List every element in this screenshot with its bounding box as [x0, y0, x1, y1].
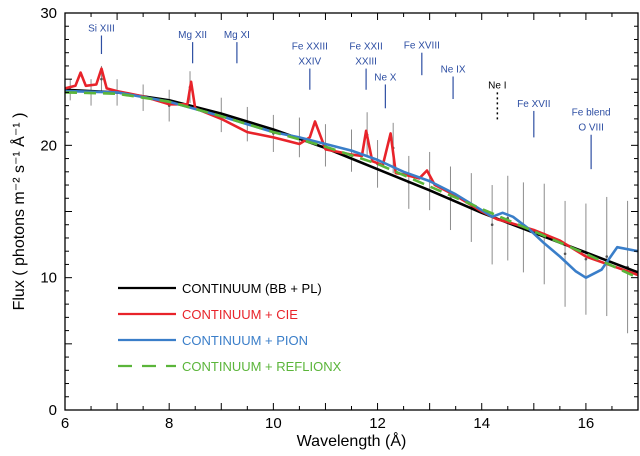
series-line-4 [64, 91, 639, 279]
x-tick-label: 16 [578, 415, 595, 432]
line-label: Fe blend [572, 108, 611, 119]
line-label: Fe XXII [349, 42, 382, 53]
series-line-1 [64, 88, 639, 274]
observed-data-point [605, 255, 609, 258]
line-label: Fe XVIII [404, 41, 440, 52]
line-label: Fe XVII [517, 99, 550, 110]
axis-ticks-group: 6 8 10 12 14 16 0 10 20 30 [40, 5, 639, 432]
y-tick-label: 10 [40, 270, 57, 287]
line-label: Si XIII [88, 23, 115, 34]
line-annotations-group: Si XIII Mg XII Mg XI Fe XXIII XXIV Fe XXII XXI… [88, 23, 611, 170]
x-tick-label: 8 [165, 415, 173, 432]
legend-label: CONTINUUM + REFLIONX [182, 359, 342, 374]
legend-label: CONTINUUM + PION [182, 333, 308, 348]
observed-data-point [584, 257, 588, 261]
x-tick-label: 6 [61, 415, 69, 432]
line-label: Ne I [488, 80, 506, 91]
line-label: XXIII [355, 57, 377, 68]
observed-data-point [490, 223, 494, 227]
model-series-group [64, 67, 639, 280]
legend-label: CONTINUUM (BB + PL) [182, 281, 322, 296]
y-axis-title: Flux ( photons m⁻² s⁻¹ Å⁻¹ ) [9, 113, 28, 311]
x-tick-label: 10 [265, 415, 282, 432]
line-label: Mg XI [224, 30, 250, 41]
observed-data-point [100, 77, 103, 81]
line-label: Fe XXIII [292, 42, 328, 53]
line-label: Ne X [374, 72, 397, 83]
y-tick-label: 20 [40, 137, 57, 154]
x-tick-label: 14 [473, 415, 490, 432]
line-label: Mg XII [178, 30, 207, 41]
legend: CONTINUUM (BB + PL) CONTINUUM + CIE CONTIN… [118, 281, 342, 374]
line-label: O VIII [578, 123, 604, 134]
legend-label: CONTINUUM + CIE [182, 307, 298, 322]
y-tick-label: 30 [40, 5, 57, 22]
line-label: Ne IX [441, 65, 466, 76]
x-tick-label: 12 [369, 415, 386, 432]
series-line-3 [64, 89, 639, 280]
line-label: XXIV [298, 57, 321, 68]
y-tick-label: 0 [49, 402, 57, 419]
plot-frame [64, 12, 639, 411]
x-axis-title: Wavelength (Å) [297, 431, 407, 450]
observed-data-point [563, 252, 567, 256]
